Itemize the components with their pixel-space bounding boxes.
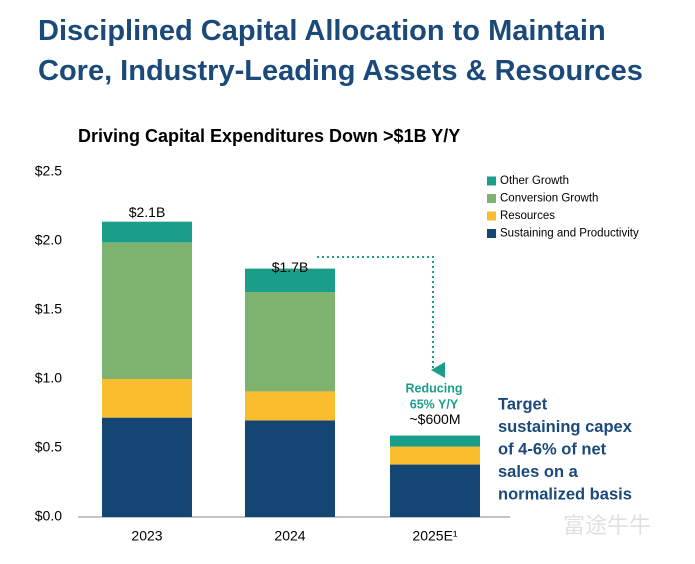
bar-segment — [102, 417, 192, 517]
bar-segment — [245, 420, 335, 517]
total-label: $1.7B — [272, 259, 309, 275]
total-label: ~$600M — [410, 411, 461, 427]
legend-swatch — [487, 229, 496, 238]
y-tick-label: $1.0 — [35, 370, 62, 386]
annotation: Reducing — [406, 381, 463, 395]
y-tick-label: $2.5 — [35, 163, 62, 179]
watermark: 富途牛牛 — [563, 514, 651, 539]
bar-segment — [390, 464, 480, 517]
legend-label: Resources — [500, 210, 555, 222]
side-note: sustaining capex — [498, 418, 633, 436]
legend-label: Sustaining and Productivity — [500, 228, 639, 240]
side-note: normalized basis — [498, 485, 632, 503]
x-tick-label: 2025E¹ — [412, 528, 457, 544]
bar-segment — [102, 379, 192, 418]
legend-swatch — [487, 176, 496, 186]
y-tick-label: $1.5 — [35, 301, 62, 317]
arrow — [317, 256, 445, 378]
bar-segment — [102, 221, 192, 243]
side-note: of 4-6% of net — [498, 440, 607, 458]
annotation: 65% Y/Y — [410, 397, 459, 411]
bar-segment — [390, 446, 480, 465]
y-tick-label: $0.0 — [35, 508, 62, 524]
legend-label: Conversion Growth — [500, 193, 598, 205]
bar-segment — [102, 242, 192, 379]
bar-segment — [245, 391, 335, 421]
legend-swatch — [487, 194, 496, 203]
side-note: Target — [498, 395, 548, 413]
x-tick-label: 2024 — [274, 528, 305, 544]
x-tick-label: 2023 — [131, 528, 162, 544]
title-line: Disciplined Capital Allocation to Mainta… — [38, 15, 606, 47]
bar-segment — [390, 435, 480, 447]
legend-label: Other Growth — [500, 175, 569, 187]
total-label: $2.1B — [129, 204, 166, 220]
subtitle: Driving Capital Expenditures Down >$1B Y… — [78, 126, 460, 146]
title-line: Core, Industry-Leading Assets & Resource… — [38, 55, 643, 87]
bar-segment — [245, 292, 335, 392]
legend-swatch — [487, 211, 496, 221]
y-tick-label: $2.0 — [35, 232, 62, 248]
side-note: sales on a — [498, 463, 579, 481]
y-tick-label: $0.5 — [35, 439, 62, 455]
bar-segment — [245, 268, 335, 293]
